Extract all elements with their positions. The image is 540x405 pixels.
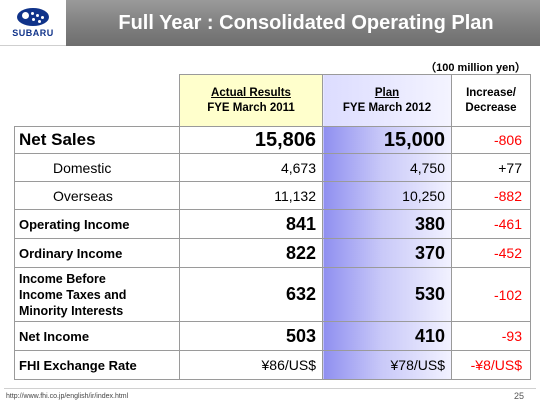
header-plan: Plan FYE March 2012: [322, 74, 452, 127]
plan-value: 530: [322, 267, 452, 322]
operating-plan-table: Actual Results FYE March 2011 Plan FYE M…: [14, 74, 531, 380]
logo-text: SUBARU: [12, 27, 54, 38]
row-label: Income Before Income Taxes and Minority …: [14, 267, 180, 322]
unit-label: （100 million yen）: [425, 62, 526, 74]
table-row: Domestic 4,673 4,750 +77: [14, 153, 531, 182]
change-value: -452: [451, 238, 531, 268]
actual-value: ¥86/US$: [179, 350, 323, 380]
actual-value: 11,132: [179, 181, 323, 210]
change-value: -93: [451, 321, 531, 351]
change-value: -461: [451, 209, 531, 239]
header-increase-decrease: Increase/ Decrease: [451, 74, 531, 127]
plan-value: ¥78/US$: [322, 350, 452, 380]
slide-header: SUBARU Full Year : Consolidated Operatin…: [0, 0, 540, 46]
actual-value: 503: [179, 321, 323, 351]
header-plan-line1: Plan: [374, 86, 400, 99]
header-blank-cell: [14, 74, 180, 127]
plan-value: 10,250: [322, 181, 452, 210]
plan-value: 380: [322, 209, 452, 239]
row-label: Net Income: [14, 321, 180, 351]
row-label: FHI Exchange Rate: [14, 350, 180, 380]
row-label: Operating Income: [14, 209, 180, 239]
table-row: Operating Income 841 380 -461: [14, 209, 531, 239]
change-value: -882: [451, 181, 531, 210]
plan-value: 4,750: [322, 153, 452, 182]
row-label: Domestic: [14, 153, 180, 182]
header-inc-line2: Decrease: [465, 101, 517, 114]
row-label: Ordinary Income: [14, 238, 180, 268]
header-inc-line1: Increase/: [466, 86, 516, 99]
plan-value: 370: [322, 238, 452, 268]
table-row: FHI Exchange Rate ¥86/US$ ¥78/US$ -¥8/US…: [14, 350, 531, 380]
plan-value: 15,000: [322, 126, 452, 154]
actual-value: 632: [179, 267, 323, 322]
page-number: 25: [513, 391, 524, 401]
table-row: Income Before Income Taxes and Minority …: [14, 267, 531, 322]
actual-value: 15,806: [179, 126, 323, 154]
header-actual-results: Actual Results FYE March 2011: [179, 74, 323, 127]
change-value: +77: [451, 153, 531, 182]
title-bar: Full Year : Consolidated Operating Plan: [66, 0, 540, 46]
row-label-line: Income Taxes and: [19, 287, 127, 302]
change-value: -102: [451, 267, 531, 322]
footer-url-link[interactable]: http://www.fhi.co.jp/english/ir/index.ht…: [6, 393, 129, 400]
subaru-logo: SUBARU: [0, 0, 66, 46]
header-actual-line1: Actual Results: [211, 86, 291, 99]
table-row: Ordinary Income 822 370 -452: [14, 238, 531, 268]
table-row: Net Sales 15,806 15,000 -806: [14, 126, 531, 154]
change-value: -¥8/US$: [451, 350, 531, 380]
header-actual-line2: FYE March 2011: [207, 101, 295, 114]
plan-value: 410: [322, 321, 452, 351]
table-header-row: Actual Results FYE March 2011 Plan FYE M…: [14, 74, 531, 127]
header-plan-line2: FYE March 2012: [342, 101, 432, 114]
footer-divider: [4, 388, 536, 389]
row-label: Net Sales: [14, 126, 180, 154]
table-row: Net Income 503 410 -93: [14, 321, 531, 351]
actual-value: 822: [179, 238, 323, 268]
page-title: Full Year : Consolidated Operating Plan: [118, 11, 494, 34]
row-label: Overseas: [14, 181, 180, 210]
actual-value: 841: [179, 209, 323, 239]
pleiades-star-icon: [17, 7, 49, 26]
actual-value: 4,673: [179, 153, 323, 182]
row-label-line: Income Before: [19, 271, 106, 286]
table-row: Overseas 11,132 10,250 -882: [14, 181, 531, 210]
change-value: -806: [451, 126, 531, 154]
row-label-line: Minority Interests: [19, 303, 124, 318]
